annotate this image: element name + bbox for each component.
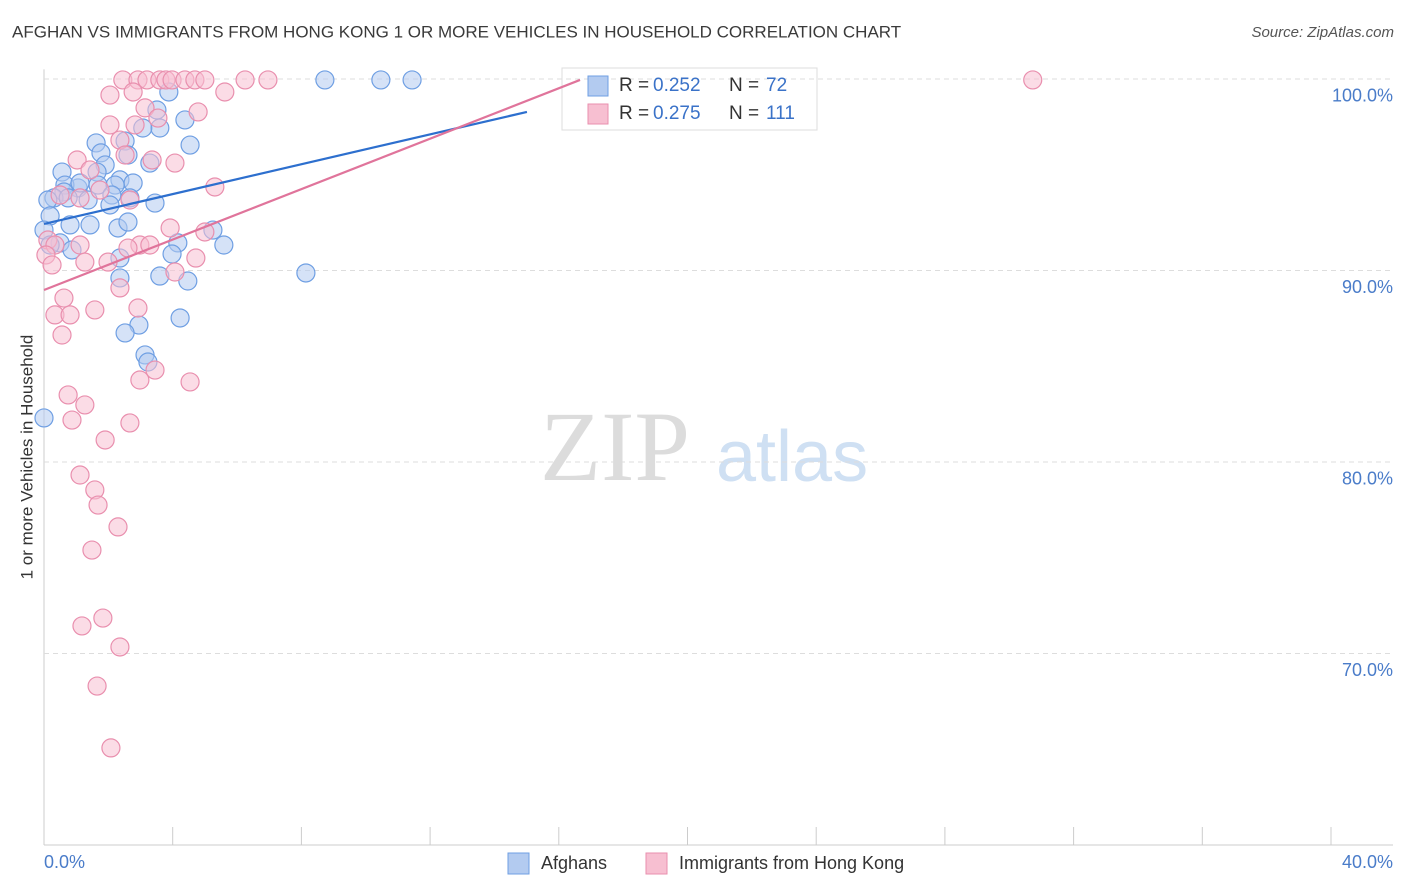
point bbox=[82, 540, 102, 560]
legend-label: R = bbox=[619, 75, 649, 96]
point bbox=[42, 255, 62, 275]
point bbox=[128, 298, 148, 318]
point bbox=[80, 215, 100, 235]
legend-label: N = bbox=[729, 75, 759, 96]
point bbox=[402, 70, 422, 90]
point bbox=[142, 150, 162, 170]
point bbox=[93, 608, 113, 628]
legend-swatch bbox=[587, 75, 609, 97]
point bbox=[70, 465, 90, 485]
point bbox=[162, 244, 182, 264]
y-tick-label: 90.0% bbox=[1342, 277, 1393, 297]
point bbox=[72, 616, 92, 636]
watermark: atlas bbox=[716, 417, 868, 497]
legend-value: 0.252 bbox=[653, 75, 701, 96]
chart-title: AFGHAN VS IMMIGRANTS FROM HONG KONG 1 OR… bbox=[12, 22, 901, 41]
point bbox=[195, 222, 215, 242]
point bbox=[235, 70, 255, 90]
point bbox=[123, 82, 143, 102]
point bbox=[52, 325, 72, 345]
legend-entry: Afghans bbox=[541, 853, 607, 873]
point bbox=[90, 180, 110, 200]
legend-value: 0.275 bbox=[653, 103, 701, 124]
trend-line bbox=[43, 110, 528, 226]
point bbox=[62, 410, 82, 430]
legend-label: N = bbox=[729, 103, 759, 124]
point bbox=[296, 263, 316, 283]
point bbox=[115, 145, 135, 165]
point bbox=[115, 323, 135, 343]
y-tick-label: 70.0% bbox=[1342, 660, 1393, 680]
legend-label: R = bbox=[619, 103, 649, 124]
point bbox=[95, 430, 115, 450]
point bbox=[170, 308, 190, 328]
point bbox=[75, 395, 95, 415]
point bbox=[188, 102, 208, 122]
point bbox=[125, 115, 145, 135]
legend-swatch bbox=[507, 852, 530, 875]
point bbox=[100, 115, 120, 135]
point bbox=[118, 212, 138, 232]
point bbox=[75, 252, 95, 272]
point bbox=[34, 408, 54, 428]
point bbox=[108, 517, 128, 537]
point bbox=[1023, 70, 1043, 90]
point bbox=[67, 150, 87, 170]
point bbox=[110, 637, 130, 657]
source: Source: ZipAtlas.com bbox=[1251, 24, 1394, 41]
point bbox=[100, 85, 120, 105]
point bbox=[205, 177, 225, 197]
point bbox=[148, 108, 168, 128]
legend-value: 111 bbox=[766, 103, 795, 124]
x-tick-label: 40.0% bbox=[1342, 852, 1393, 872]
point bbox=[195, 70, 215, 90]
point bbox=[160, 218, 180, 238]
point bbox=[70, 235, 90, 255]
point bbox=[214, 235, 234, 255]
point bbox=[101, 738, 121, 758]
point bbox=[80, 160, 100, 180]
point bbox=[371, 70, 391, 90]
point bbox=[60, 305, 80, 325]
point bbox=[135, 98, 155, 118]
point bbox=[120, 413, 140, 433]
point bbox=[130, 370, 150, 390]
legend-value: 72 bbox=[766, 75, 787, 96]
watermark: ZIP bbox=[540, 391, 690, 502]
legend-swatch bbox=[645, 852, 668, 875]
point bbox=[88, 495, 108, 515]
point bbox=[215, 82, 235, 102]
point bbox=[315, 70, 335, 90]
point bbox=[180, 372, 200, 392]
point bbox=[180, 135, 200, 155]
x-tick-label: 0.0% bbox=[44, 852, 85, 872]
point bbox=[258, 70, 278, 90]
point bbox=[186, 248, 206, 268]
point bbox=[60, 215, 80, 235]
point bbox=[110, 278, 130, 298]
y-tick-label: 80.0% bbox=[1342, 469, 1393, 489]
point bbox=[50, 185, 70, 205]
point bbox=[87, 676, 107, 696]
point bbox=[145, 360, 165, 380]
legend-swatch bbox=[587, 103, 609, 125]
point bbox=[70, 188, 90, 208]
point bbox=[85, 300, 105, 320]
point bbox=[165, 153, 185, 173]
point bbox=[165, 262, 185, 282]
legend-entry: Immigrants from Hong Kong bbox=[679, 853, 904, 873]
y-axis-title: 1 or more Vehicles in Household bbox=[17, 335, 36, 580]
trend-line bbox=[43, 78, 581, 292]
point bbox=[58, 385, 78, 405]
y-tick-label: 100.0% bbox=[1332, 86, 1393, 106]
point bbox=[54, 288, 74, 308]
